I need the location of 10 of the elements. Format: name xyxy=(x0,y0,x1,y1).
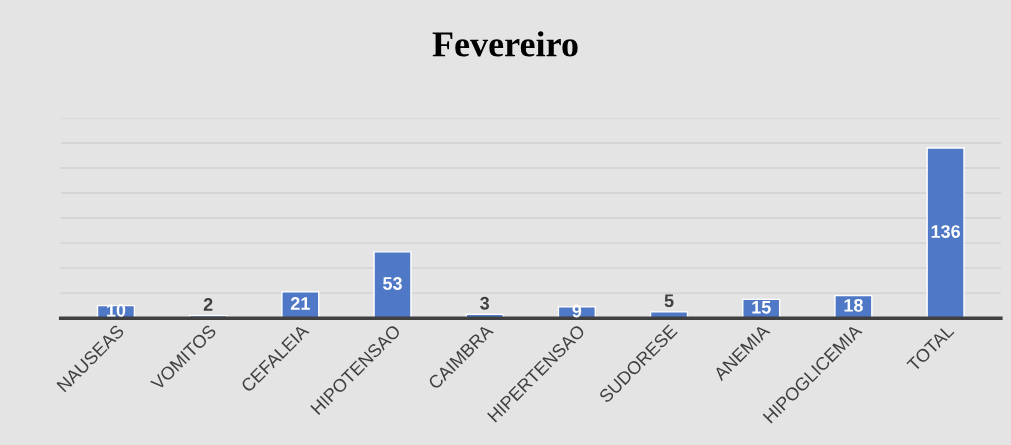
chart-title: Fevereiro xyxy=(432,31,578,57)
data-label: 15 xyxy=(752,301,771,314)
data-label: 9 xyxy=(572,304,582,318)
data-label: 2 xyxy=(203,298,213,311)
data-label: 18 xyxy=(844,298,863,312)
data-label: 3 xyxy=(480,296,490,310)
data-label: 5 xyxy=(664,294,674,308)
data-label: 136 xyxy=(931,225,960,238)
data-label: 21 xyxy=(290,297,310,310)
data-label: 53 xyxy=(383,277,402,290)
